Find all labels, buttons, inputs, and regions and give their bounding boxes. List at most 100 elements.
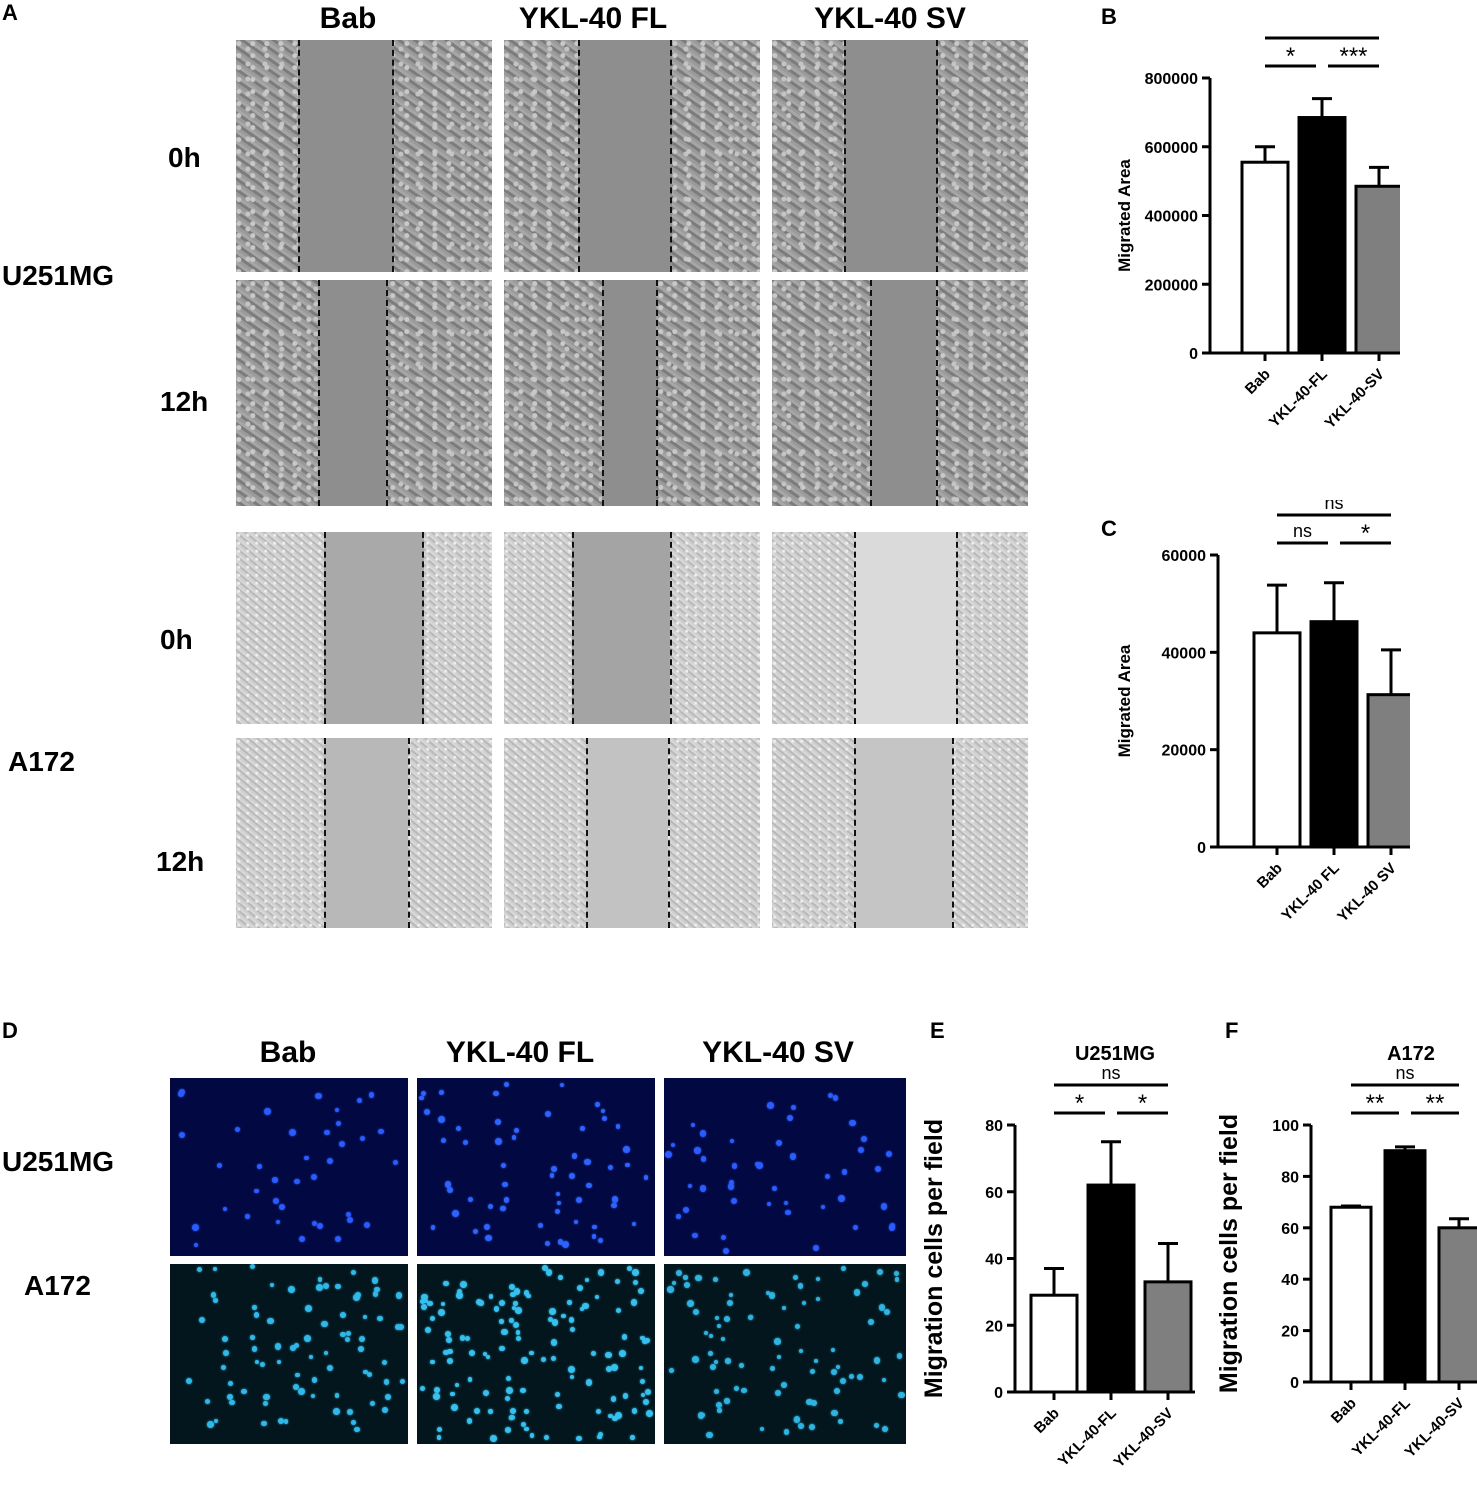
nucleus [473,1408,480,1415]
nucleus [513,1127,520,1134]
nucleus [293,1342,300,1349]
nucleus [809,1424,816,1430]
nucleus [362,1369,368,1375]
y-tick-label: 40 [1281,1272,1299,1289]
nucleus [876,1269,883,1276]
y-tick-label: 20000 [1162,743,1207,760]
nucleus [880,1203,887,1210]
nucleus [878,1304,886,1311]
nucleus [204,1398,210,1405]
nucleus [782,1306,787,1311]
nucleus [754,1161,760,1167]
nucleus [724,1398,730,1404]
nucleus [311,1377,318,1383]
nucleus [760,1426,765,1431]
nucleus [630,1435,635,1440]
scratch-image-a172-sv-12h [772,738,1028,928]
significance-label: * [1317,28,1326,42]
nucleus [703,1331,708,1336]
nucleus [515,1330,521,1335]
nucleus [395,1292,403,1299]
nucleus [505,1396,511,1402]
nucleus [575,1196,582,1203]
y-axis-label: Migration cells per field [920,1119,948,1398]
nucleus [550,1355,556,1362]
nucleus [283,1419,289,1424]
panel-d-col-bab: Bab [259,1036,317,1069]
nucleus [841,1169,848,1175]
nucleus [505,1427,511,1433]
nucleus [715,1401,723,1409]
scratch-image-a172-bab-0h [236,532,492,724]
nucleus [792,1274,798,1281]
x-tick-label: YKL-40-FL [1055,1405,1120,1470]
nucleus [595,1408,602,1414]
nucleus [346,1408,354,1415]
nucleus [508,1283,515,1290]
nucleus [555,1191,560,1196]
significance-label: ns [1101,1063,1120,1083]
nucleus [862,1281,868,1288]
fluor-image-u251-bab [170,1078,408,1256]
nucleus [185,1377,192,1384]
nucleus [450,1391,455,1397]
nucleus [665,1150,673,1158]
nucleus [196,1266,203,1273]
bar-0 [1240,160,1290,355]
nucleus [741,1387,747,1393]
panel-a-col-fl: YKL-40 FL [518,2,668,35]
nucleus [700,1156,707,1162]
y-tick-label: 40000 [1162,645,1207,662]
nucleus [502,1181,508,1188]
nucleus [213,1266,218,1271]
nucleus [626,1266,632,1271]
timepoint-a172-0h: 0h [160,624,193,655]
nucleus [371,1277,379,1284]
nucleus [250,1335,255,1340]
panel-a-col-bab: Bab [319,2,377,35]
cell-line-a172: A172 [8,746,75,777]
nucleus [335,1235,342,1242]
nucleus [385,1394,392,1401]
y-tick-label: 60000 [1162,548,1207,565]
nucleus [191,1223,199,1231]
nucleus [510,1291,516,1298]
nucleus [569,1326,576,1333]
nucleus [372,1291,378,1297]
nucleus [714,1360,719,1365]
nucleus [692,1356,699,1364]
nucleus [207,1421,214,1428]
nucleus [610,1396,617,1403]
nucleus [597,1269,604,1276]
nucleus [513,1322,520,1329]
nucleus [734,1385,740,1391]
nucleus [511,1135,517,1140]
y-tick-label: 60 [985,1185,1003,1202]
nucleus [485,1354,490,1359]
nucleus [555,1403,562,1410]
nucleus [308,1355,314,1360]
x-tick-label: Bab [1242,366,1274,398]
nucleus [317,1277,323,1282]
nucleus [584,1278,589,1283]
nucleus [217,1163,222,1169]
nucleus [551,1319,558,1326]
nucleus [438,1116,445,1124]
nucleus [707,1351,713,1357]
nucleus [293,1383,300,1390]
bar-0 [1329,1205,1373,1384]
nucleus [467,1418,473,1424]
y-axis-label: Migrated Area [1115,159,1134,272]
nucleus [213,1298,218,1303]
nucleus [399,1378,405,1385]
nucleus [489,1294,494,1299]
nucleus [787,1114,794,1122]
nucleus [726,1300,733,1307]
nucleus [540,1356,546,1362]
nucleus [346,1216,354,1224]
nucleus [669,1367,674,1373]
x-tick-label: Bab [1254,860,1286,892]
nucleus [797,1423,804,1430]
significance-label: * [1286,43,1295,70]
nucleus [615,1278,621,1284]
